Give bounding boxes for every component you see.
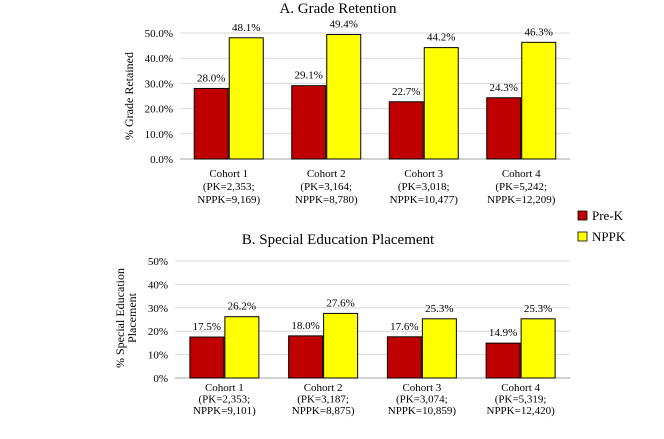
- data-label: 46.3%: [525, 26, 553, 38]
- category-label-line: (PK=5,242;: [495, 181, 547, 193]
- y-tick-label: 50.0%: [145, 28, 173, 40]
- data-label: 24.3%: [490, 82, 518, 94]
- category-label-line: (PK=5,319;: [495, 394, 547, 406]
- chart-title: B. Special Education Placement: [242, 232, 435, 248]
- y-axis-title: % Grade Retained: [122, 52, 136, 140]
- bar-nppk: [421, 318, 457, 379]
- legend: Pre-K NPPK: [577, 208, 626, 244]
- bar-pre-k: [288, 335, 324, 379]
- data-label: 14.9%: [489, 327, 517, 339]
- category-label-line: NPPK=10,477): [390, 194, 459, 206]
- y-tick-label: 30%: [148, 303, 168, 315]
- y-axis-title-line: % Special Education: [113, 268, 127, 368]
- data-label: 25.3%: [425, 303, 453, 315]
- category-label: Cohort 3 (PK=3,018; NPPK=10,477): [390, 168, 459, 206]
- chart-special-education: B. Special Education Placement 0% 10% 20% 30…: [113, 232, 570, 417]
- bar-nppk: [228, 37, 264, 160]
- data-label: 28.0%: [197, 72, 225, 84]
- category-label: Cohort 4 (PK=5,319; NPPK=12,420): [487, 382, 556, 417]
- bar-nppk: [326, 34, 362, 160]
- category-label-line: Cohort 3: [404, 168, 443, 180]
- bar-pre-k: [189, 336, 225, 379]
- data-label: 25.3%: [524, 303, 552, 315]
- category-label-line: Cohort 1: [205, 382, 244, 394]
- category-label-line: Cohort 3: [402, 382, 441, 394]
- category-label-line: Cohort 1: [209, 168, 248, 180]
- y-tick-label: 40.0%: [145, 53, 173, 65]
- y-tick-label: 10%: [148, 350, 168, 362]
- category-label: Cohort 1 (PK=2,353; NPPK=9,169): [197, 168, 260, 206]
- y-tick-label: 50%: [148, 256, 168, 268]
- data-label: 48.1%: [232, 22, 260, 34]
- data-label: 22.7%: [392, 86, 420, 98]
- data-label: 18.0%: [291, 320, 319, 332]
- category-label-line: (PK=3,164;: [300, 181, 352, 193]
- y-tick-label: 0.0%: [150, 154, 173, 166]
- data-label: 29.1%: [295, 70, 323, 82]
- y-tick-label: 30.0%: [145, 78, 173, 90]
- y-tick-label: 10.0%: [145, 129, 173, 141]
- y-axis-title-line: Placement: [125, 292, 139, 343]
- bar-nppk: [521, 41, 557, 160]
- category-label-line: (PK=3,187;: [297, 394, 349, 406]
- bar-nppk: [520, 318, 556, 379]
- data-label: 44.2%: [427, 32, 455, 44]
- bar-pre-k: [193, 87, 229, 160]
- category-label-line: (PK=2,353;: [199, 394, 251, 406]
- bar-pre-k: [486, 97, 522, 160]
- category-label: Cohort 2 (PK=3,187; NPPK=8,875): [292, 382, 355, 417]
- data-label: 26.2%: [228, 301, 256, 313]
- data-label: 49.4%: [330, 19, 358, 31]
- bar-pre-k: [388, 101, 424, 160]
- category-label: Cohort 1 (PK=2,353; NPPK=9,101): [193, 382, 256, 417]
- category-label: Cohort 4 (PK=5,242; NPPK=12,209): [487, 168, 556, 206]
- chart-title: A. Grade Retention: [279, 1, 397, 17]
- category-label-line: NPPK=8,875): [292, 405, 355, 417]
- category-label-line: Cohort 4: [502, 168, 541, 180]
- category-label: Cohort 3 (PK=3,074; NPPK=10,859): [388, 382, 457, 417]
- chart-grade-retention: A. Grade Retention 0.0% 10.0% 20.0% 30.0% 40.…: [122, 1, 570, 206]
- bar-pre-k: [291, 85, 327, 160]
- category-label-line: NPPK=12,209): [487, 194, 556, 206]
- category-label-line: (PK=3,018;: [398, 181, 450, 193]
- data-label: 17.5%: [193, 321, 221, 333]
- category-label-line: NPPK=12,420): [487, 405, 556, 417]
- bar-nppk: [224, 316, 260, 379]
- category-label-line: Cohort 2: [304, 382, 343, 394]
- category-label-line: Cohort 2: [307, 168, 346, 180]
- legend-label: Pre-K: [592, 208, 624, 223]
- legend-swatch: [577, 231, 588, 242]
- y-tick-label: 20%: [148, 326, 168, 338]
- category-label-line: (PK=3,074;: [396, 394, 448, 406]
- category-label-line: NPPK=8,780): [295, 194, 358, 206]
- y-tick-label: 40%: [148, 279, 168, 291]
- bar-nppk: [323, 312, 359, 379]
- y-axis-title: % Special EducationPlacement: [113, 268, 139, 368]
- bar-nppk: [423, 47, 459, 160]
- bar-pre-k: [386, 336, 422, 379]
- category-label: Cohort 2 (PK=3,164; NPPK=8,780): [295, 168, 358, 206]
- legend-label: NPPK: [592, 229, 626, 244]
- category-label-line: (PK=2,353;: [203, 181, 255, 193]
- y-tick-label: 0%: [153, 373, 168, 385]
- category-label-line: NPPK=9,169): [197, 194, 260, 206]
- category-label-line: NPPK=10,859): [388, 405, 457, 417]
- y-tick-label: 20.0%: [145, 104, 173, 116]
- data-label: 27.6%: [326, 297, 354, 309]
- y-axis-title-line: % Grade Retained: [122, 52, 136, 140]
- category-label-line: Cohort 4: [501, 382, 540, 394]
- legend-swatch: [577, 210, 588, 221]
- category-label-line: NPPK=9,101): [193, 405, 256, 417]
- bar-pre-k: [485, 342, 521, 379]
- data-label: 17.6%: [390, 321, 418, 333]
